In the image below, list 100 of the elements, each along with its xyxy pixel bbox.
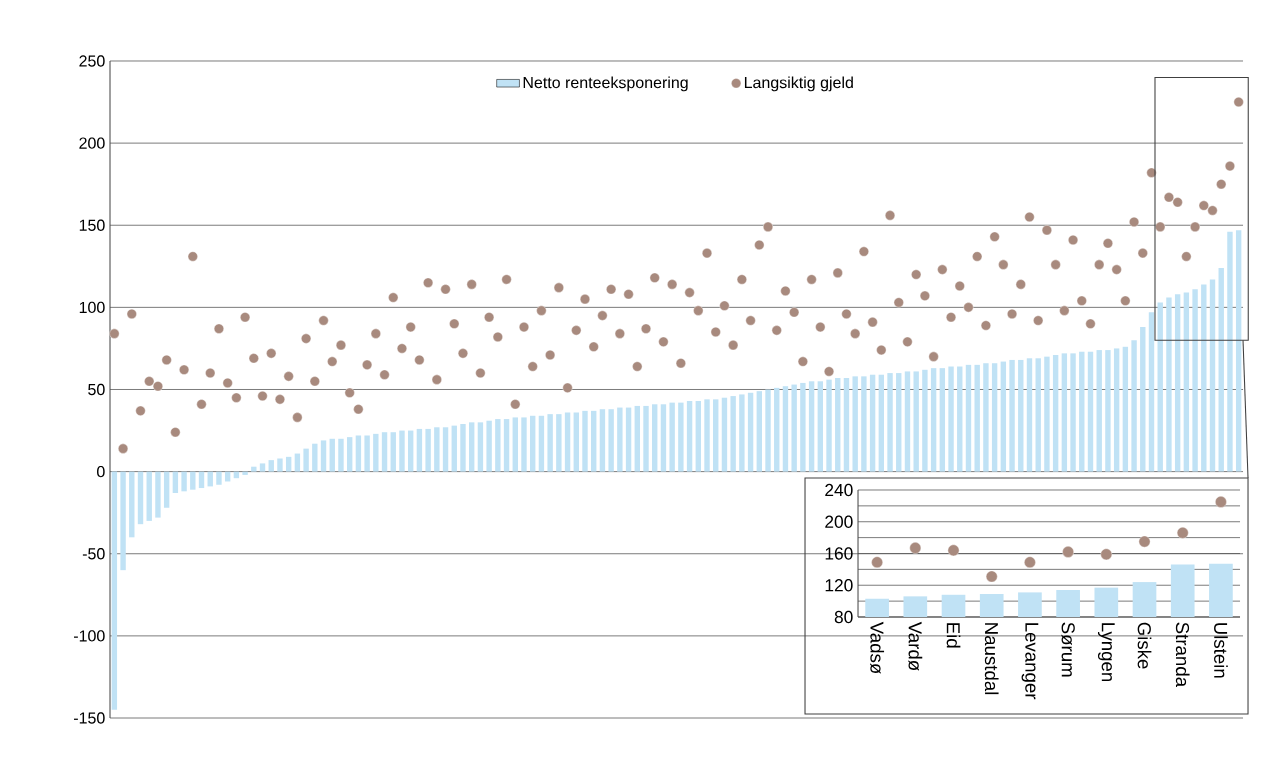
bar <box>373 433 379 472</box>
bar <box>564 412 571 472</box>
y-tick-label: 0 <box>97 465 105 478</box>
bar <box>294 453 301 472</box>
bar <box>399 430 405 472</box>
y-tick-label: -150 <box>73 712 105 724</box>
bar <box>582 410 588 472</box>
y-tick-label: 250 <box>79 55 105 67</box>
bar <box>268 460 274 472</box>
y-tick-label: -100 <box>73 630 105 642</box>
bar <box>634 405 640 472</box>
x-tick-label: Naustdal <box>984 623 999 695</box>
bar <box>660 404 667 472</box>
bar <box>965 364 972 472</box>
bar <box>991 363 998 472</box>
bar <box>172 471 179 493</box>
bar <box>285 456 292 472</box>
bar <box>1157 302 1163 472</box>
bar <box>617 407 623 472</box>
bar <box>547 414 553 472</box>
bar <box>1035 358 1041 472</box>
bar <box>643 405 649 472</box>
y-tick-label: 80 <box>834 610 853 624</box>
bar <box>1140 327 1146 472</box>
bar <box>948 366 954 472</box>
bar <box>146 471 152 521</box>
bar <box>591 410 597 472</box>
point <box>985 570 998 583</box>
bar <box>416 428 423 472</box>
bar <box>1113 348 1120 472</box>
bar <box>1148 312 1155 472</box>
bar <box>1122 346 1129 472</box>
bar <box>460 423 466 472</box>
bar <box>878 374 885 472</box>
bar <box>835 378 841 472</box>
bar <box>277 458 283 472</box>
point <box>1138 535 1151 548</box>
bar <box>652 404 658 472</box>
bar <box>852 376 858 472</box>
y-tick-label: 200 <box>825 515 853 528</box>
bar <box>390 432 396 472</box>
x-tick-label: Ulstein <box>1214 623 1228 678</box>
bar <box>198 471 205 489</box>
bar <box>957 366 963 472</box>
x-tick-label: Vadsø <box>870 621 885 674</box>
bar <box>129 471 135 538</box>
bar <box>442 427 449 472</box>
x-tick-label: Lyngen <box>1097 623 1115 682</box>
bar <box>538 415 545 472</box>
bar <box>303 448 309 472</box>
bar <box>451 425 457 472</box>
bar <box>608 409 614 472</box>
bar <box>259 463 266 472</box>
bar <box>503 419 510 472</box>
bar <box>338 438 344 472</box>
bar <box>1070 353 1076 472</box>
bar <box>1087 351 1094 472</box>
point <box>1062 546 1074 558</box>
legend-label: Langsiktig gjeld <box>744 76 853 92</box>
bar <box>1209 279 1216 472</box>
bar <box>346 437 353 472</box>
y-tick-label: 120 <box>825 579 853 592</box>
bar <box>1218 267 1224 472</box>
bar <box>756 391 763 472</box>
bar <box>190 471 196 490</box>
bar <box>1061 353 1068 472</box>
x-tick-label: Eid <box>946 623 961 648</box>
bar <box>1009 359 1015 472</box>
bar <box>913 371 919 472</box>
bar <box>974 364 980 472</box>
bar <box>1227 231 1233 472</box>
bar <box>1026 358 1033 472</box>
x-tick-label: Vardø <box>908 621 923 671</box>
bar <box>1174 294 1181 472</box>
bar <box>983 363 989 472</box>
bar <box>1201 284 1207 472</box>
point <box>909 542 922 554</box>
bar <box>364 435 370 472</box>
bar <box>320 440 327 472</box>
bar <box>922 369 928 472</box>
bar <box>869 374 876 472</box>
bar <box>312 443 318 472</box>
bar <box>686 400 693 472</box>
bar <box>800 382 806 472</box>
bar <box>791 384 797 472</box>
bar <box>704 399 710 472</box>
point <box>1215 496 1227 508</box>
y-tick-label: 240 <box>825 483 853 497</box>
bar <box>137 471 144 525</box>
y-tick-label: 150 <box>79 219 105 231</box>
bar <box>486 420 492 472</box>
x-tick-label: Sørum <box>1061 622 1075 677</box>
x-tick-label: Giske <box>1137 622 1152 669</box>
bar <box>1044 356 1050 472</box>
bar <box>1052 355 1059 472</box>
bar <box>808 381 815 472</box>
bar <box>730 396 736 472</box>
x-tick-label: Stranda <box>1175 622 1190 688</box>
bar <box>1096 350 1102 472</box>
bar <box>216 471 222 485</box>
